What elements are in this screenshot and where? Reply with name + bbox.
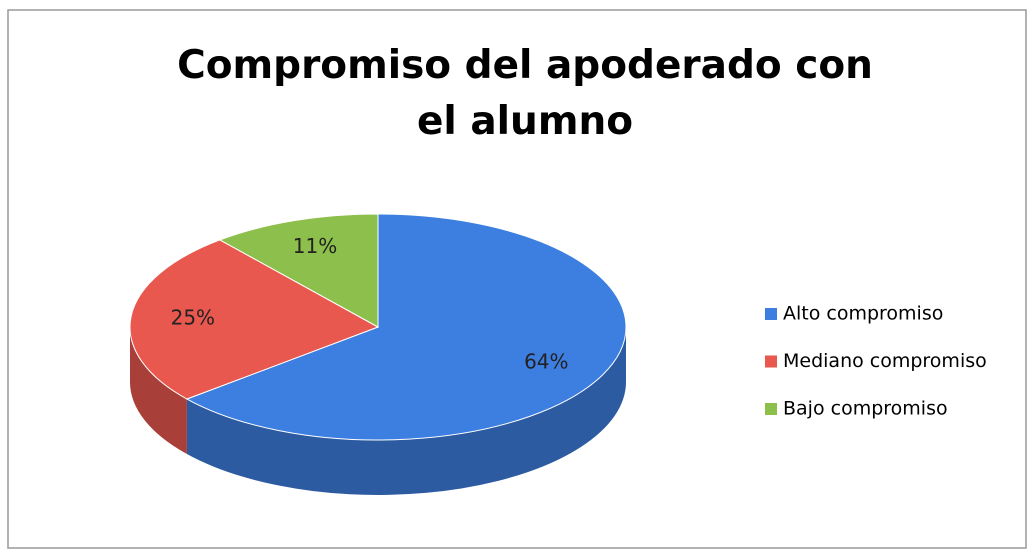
pie-slice-side xyxy=(130,327,187,455)
data-label: 64% xyxy=(524,350,568,374)
legend-swatch xyxy=(765,355,777,368)
pie-slice-side xyxy=(186,327,626,496)
data-label: 25% xyxy=(171,306,215,330)
pie-slice xyxy=(129,239,380,400)
legend-label: Mediano compromiso xyxy=(783,350,987,372)
chart-title: Compromiso del apoderado con el alumno xyxy=(177,43,873,144)
legend-label: Bajo compromiso xyxy=(783,398,948,420)
pie-slice xyxy=(218,213,379,328)
pie-slice xyxy=(185,213,627,441)
data-label: 11% xyxy=(293,234,337,258)
chart-frame xyxy=(7,9,1027,549)
legend-swatch xyxy=(765,403,777,415)
legend-swatch xyxy=(765,308,777,320)
legend-label: Alto compromiso xyxy=(783,303,943,325)
